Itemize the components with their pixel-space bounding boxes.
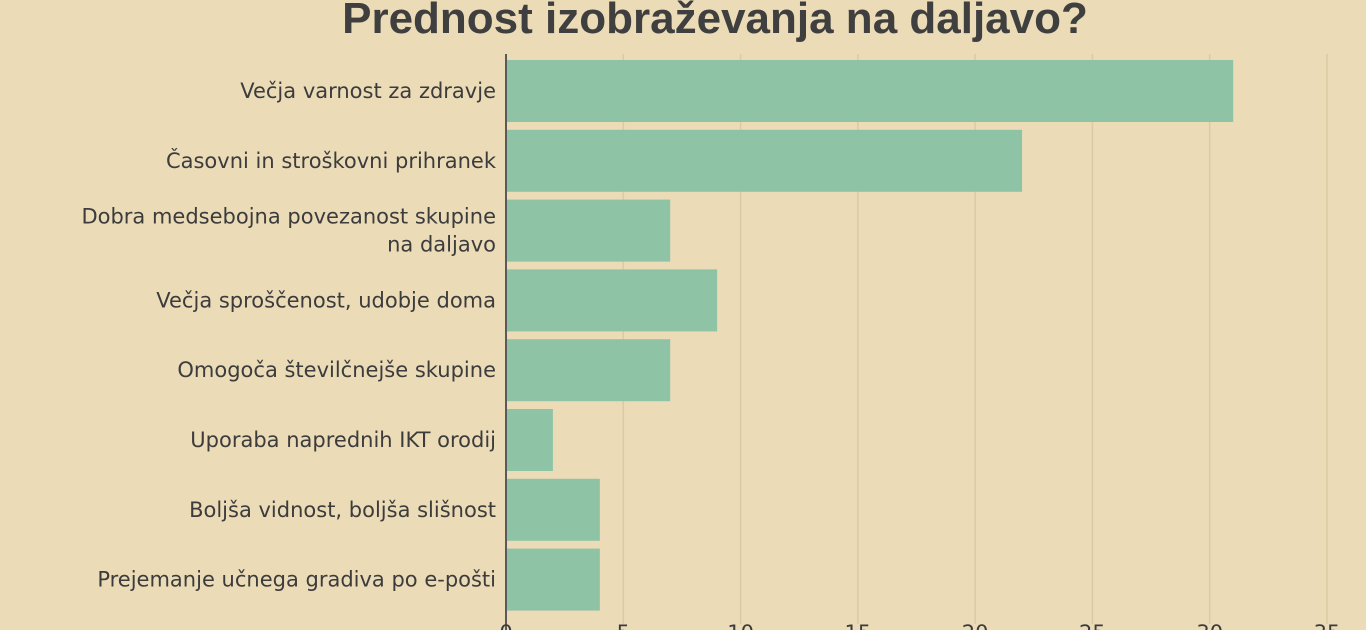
x-tick-label: 20 xyxy=(962,621,989,630)
category-label: Večja sproščenost, udobje doma xyxy=(156,288,496,312)
x-tick-label: 0 xyxy=(499,621,512,630)
bar-3 xyxy=(506,199,671,262)
bar-1 xyxy=(506,60,1234,122)
x-tick-label: 10 xyxy=(727,621,754,630)
x-tick-label: 30 xyxy=(1196,621,1223,630)
category-label: Časovni in stroškovni prihranek xyxy=(166,148,497,173)
bar-4 xyxy=(506,269,718,332)
x-tick-label: 35 xyxy=(1314,621,1341,630)
bar-7 xyxy=(506,478,600,541)
category-label: Prejemanje učnega gradiva po e-pošti xyxy=(97,568,496,592)
category-label: Boljša vidnost, boljša slišnost xyxy=(189,498,496,522)
x-tick-label: 15 xyxy=(844,621,871,630)
category-label: Uporaba naprednih IKT orodij xyxy=(190,428,496,452)
category-label: Omogoča številčnejše skupine xyxy=(177,358,496,382)
x-tick-label: 5 xyxy=(617,621,630,630)
bar-6 xyxy=(506,409,553,471)
bar-8 xyxy=(506,548,600,611)
bars xyxy=(506,60,1234,611)
chart-title: Prednost izobraževanja na daljavo? xyxy=(342,0,1088,43)
category-label: Večja varnost za zdravje xyxy=(240,79,496,103)
category-labels: Večja varnost za zdravje Časovni in stroš… xyxy=(81,79,496,592)
category-label: na daljavo xyxy=(387,233,496,257)
x-tick-label: 25 xyxy=(1079,621,1106,630)
bar-5 xyxy=(506,339,671,402)
x-tick-labels: 0 5 10 15 20 25 30 35 xyxy=(499,621,1340,630)
category-label: Dobra medsebojna povezanost skupine xyxy=(81,205,496,229)
bar-2 xyxy=(506,129,1023,192)
